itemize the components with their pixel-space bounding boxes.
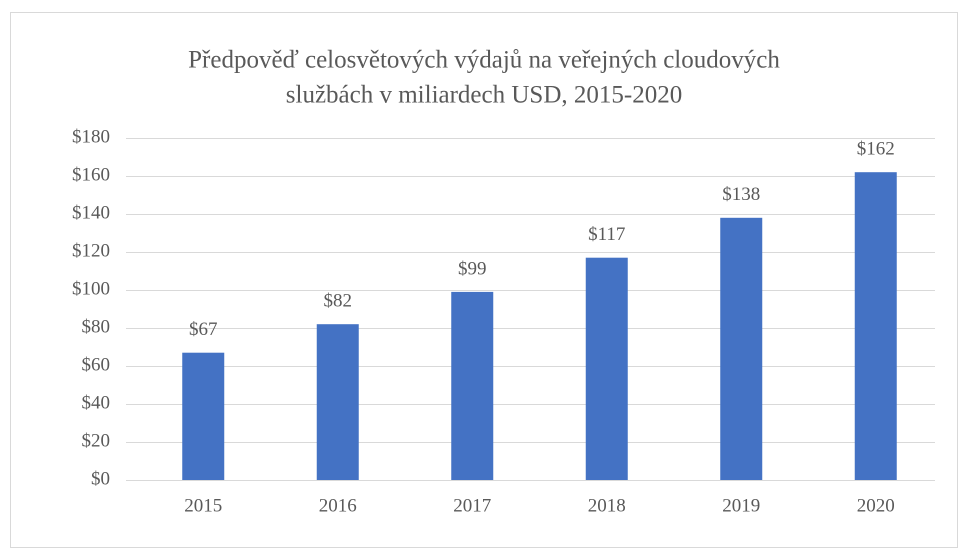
y-tick-label: $160 [72, 164, 110, 185]
y-tick-label: $140 [72, 202, 110, 223]
y-tick-label: $0 [91, 468, 110, 489]
x-tick-label: 2020 [857, 495, 895, 516]
bar [585, 257, 628, 480]
x-tick-label: 2015 [184, 495, 222, 516]
y-tick-label: $40 [82, 392, 111, 413]
bar [720, 217, 763, 481]
bar [854, 172, 897, 480]
y-tick-label: $80 [82, 316, 111, 337]
data-label: $67 [189, 319, 218, 340]
data-label: $99 [458, 258, 487, 279]
y-tick-label: $180 [72, 126, 110, 147]
bar [451, 291, 494, 480]
y-tick-label: $20 [82, 430, 111, 451]
y-tick-label: $120 [72, 240, 110, 261]
bar [182, 352, 225, 480]
y-tick-label: $100 [72, 278, 110, 299]
data-label: $117 [588, 224, 625, 245]
data-label: $162 [857, 139, 895, 160]
chart-title: službách v miliardech USD, 2015-2020 [286, 82, 682, 109]
x-tick-label: 2019 [722, 495, 760, 516]
x-tick-label: 2016 [319, 495, 357, 516]
data-label: $138 [722, 184, 760, 205]
x-tick-label: 2018 [588, 495, 626, 516]
bar [316, 324, 359, 480]
x-tick-label: 2017 [453, 495, 491, 516]
chart-title: Předpověď celosvětových výdajů na veřejn… [188, 47, 780, 74]
y-tick-label: $60 [82, 354, 111, 375]
data-label: $82 [324, 291, 353, 312]
